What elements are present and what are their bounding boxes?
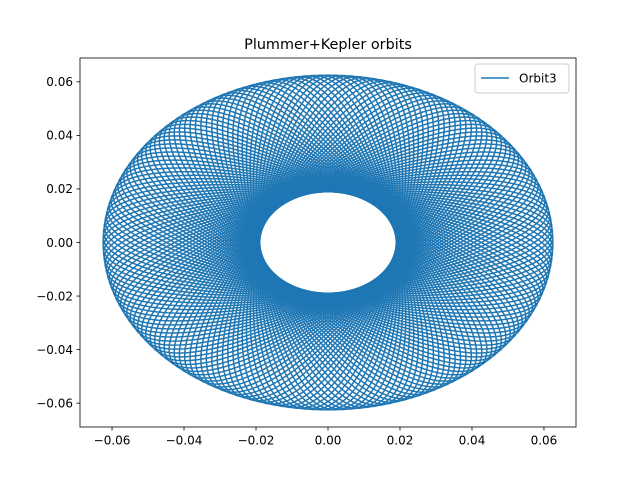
x-tick-label: 0.02 [387,434,414,448]
y-tick-label: 0.02 [46,182,73,196]
orbit-trajectory-loop [105,183,551,302]
orbit-trajectory-loop [106,181,550,304]
y-tick-label: −0.02 [36,289,73,303]
orbit-trajectory-loop [102,190,554,295]
orbit-central-gap [303,226,353,259]
orbit-trajectory-loop [221,85,435,400]
orbit-trajectory-loop [114,167,542,318]
orbit-trajectory-loop [105,183,551,302]
orbit-trajectory-loop [183,103,473,382]
orbit-trajectory-loop [106,181,550,304]
orbit-trajectory-loop [103,188,553,297]
orbit-trajectory-loop [216,87,440,398]
orbit-trajectory-loop [119,159,537,326]
orbit-trajectory-loop [110,174,546,311]
x-tick-label: 0.00 [315,434,342,448]
orbit-trajectory-loop [114,167,542,318]
x-axis: −0.06 −0.04 −0.02 0.00 0.02 0.04 0.06 [94,427,558,448]
orbit-trajectory-loop [158,119,498,366]
orbit-trajectory-loop [189,100,467,385]
orbit-trajectory-loop [112,170,544,315]
orbit-trajectory-loop [126,151,530,334]
orbit-trajectory-loop [104,186,552,299]
orbit-trajectory-loop [103,188,553,297]
orbit-trajectory-loop [102,189,554,296]
orbit-trajectory-loop [227,83,429,402]
chart-title: Plummer+Kepler orbits [244,37,412,53]
orbit-trajectory-loop [102,190,554,295]
orbit-trajectory-loop [117,163,539,322]
orbit-trajectory-loop [200,94,456,391]
orbit-trajectory-loop [136,139,520,346]
orbit-trajectory-loop [140,135,516,350]
orbit-trajectory-loop [104,186,552,299]
y-tick-label: 0.00 [46,236,73,250]
orbit-trajectory-loop [173,109,483,376]
orbit-trajectory-loop [189,100,467,385]
orbit-trajectory-loop [211,89,445,396]
y-axis: −0.06 −0.04 −0.02 0.00 0.02 0.04 0.06 [36,75,80,410]
x-tick-label: −0.06 [94,434,131,448]
orbit-trajectory-loop [122,155,534,330]
orbit-trajectory-loop [145,131,511,354]
orbit-trajectory-loop [119,159,537,326]
orbit-trajectory-loop [117,163,539,322]
orbit-trajectory-loop [232,81,424,404]
orbit-trajectory-loop [168,112,488,373]
legend-label-orbit3: Orbit3 [519,72,557,86]
orbit-trajectory-loop [129,147,527,338]
y-tick-label: −0.06 [36,396,73,410]
y-tick-label: 0.04 [46,129,73,143]
orbit-trajectory-loop [133,143,523,342]
orbit-trajectory-loop [149,127,507,358]
y-tick-label: −0.04 [36,343,73,357]
x-tick-label: 0.04 [459,434,486,448]
orbit-trajectory-loop [194,97,462,388]
x-tick-label: 0.06 [531,434,558,448]
orbit-trajectory-loop [102,189,554,296]
orbit-trajectory-loop [163,116,493,369]
orbit-trajectory-loop [153,123,503,362]
orbit-trajectory-loop [205,92,451,393]
orbit-trajectory-loop [112,170,544,315]
orbit-series-group [102,74,554,411]
legend-box [474,63,570,94]
x-tick-label: −0.04 [166,434,203,448]
orbit-trajectory-loop [102,190,554,295]
legend: Orbit3 [474,63,570,94]
orbit-trajectory-loop [110,174,546,311]
y-tick-label: 0.06 [46,75,73,89]
orbit-trajectory-loop [108,177,548,308]
orbit-trajectory-loop [108,177,548,308]
x-tick-label: −0.02 [238,434,275,448]
orbit-trajectory-loop [178,106,478,379]
